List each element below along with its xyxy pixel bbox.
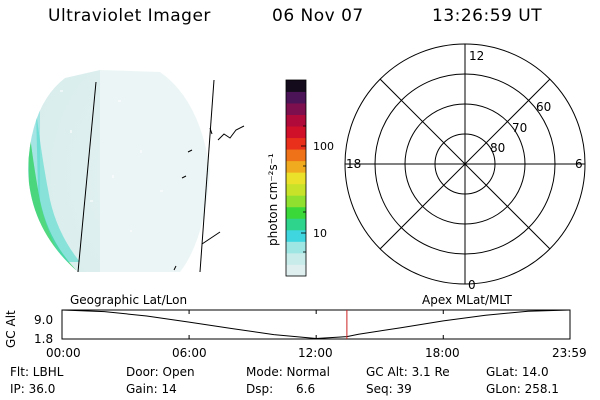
polar-diagonal-2 bbox=[379, 78, 551, 250]
date-label: 06 Nov 07 bbox=[272, 6, 364, 26]
colorbar-segment bbox=[286, 91, 306, 104]
colorbar-segment bbox=[286, 229, 306, 242]
alt-tick-low: 1.8 bbox=[34, 332, 54, 346]
info-door: Door: Open bbox=[126, 365, 195, 379]
x-tick-0600: 06:00 bbox=[172, 346, 207, 360]
x-tick-1200: 12:00 bbox=[298, 346, 333, 360]
x-tick-2359: 23:59 bbox=[552, 346, 587, 360]
terminator-line-left bbox=[77, 81, 97, 273]
info-gc-alt: GC Alt: 3.1 Re bbox=[366, 365, 450, 379]
time-label: 13:26:59 UT bbox=[432, 6, 543, 26]
mlat-label-60: 60 bbox=[536, 100, 551, 114]
info-gain: Gain: 14 bbox=[126, 382, 177, 396]
colorbar-segment bbox=[286, 149, 306, 162]
colorbar-tick-100: 100 bbox=[313, 140, 334, 153]
info-glon: GLon: 258.1 bbox=[486, 382, 559, 396]
altitude-series-line bbox=[61, 309, 571, 340]
info-seq: Seq: 39 bbox=[366, 382, 412, 396]
colorbar-segment bbox=[286, 252, 306, 265]
alt-plot-right-title: Apex MLat/MLT bbox=[422, 293, 512, 307]
mlt-label-12: 12 bbox=[469, 49, 484, 63]
x-tick-1800: 18:00 bbox=[425, 346, 460, 360]
colorbar-segment bbox=[286, 195, 306, 208]
mlt-label-0: 0 bbox=[468, 278, 476, 292]
mlat-label-70: 70 bbox=[512, 121, 527, 135]
colorbar-segment bbox=[286, 80, 306, 92]
colorbar-segment bbox=[286, 114, 306, 127]
instrument-title: Ultraviolet Imager bbox=[48, 6, 211, 26]
x-tick-0000: 00:00 bbox=[46, 346, 81, 360]
info-glat: GLat: 14.0 bbox=[486, 365, 549, 379]
mlt-label-18: 18 bbox=[346, 157, 361, 171]
colorbar-segment bbox=[286, 160, 306, 173]
alt-plot-left-title: Geographic Lat/Lon bbox=[70, 293, 188, 307]
colorbar-tick-10: 10 bbox=[313, 227, 327, 240]
info-flt: Flt: LBHL bbox=[10, 365, 64, 379]
mlat-label-80: 80 bbox=[490, 141, 505, 155]
colorbar-segment bbox=[286, 172, 306, 185]
info-mode: Mode: Normal bbox=[246, 365, 330, 379]
colorbar-segment bbox=[286, 137, 306, 150]
mlt-label-6: 6 bbox=[575, 157, 583, 171]
colorbar-segment bbox=[286, 218, 306, 231]
colorbar-segment bbox=[286, 183, 306, 196]
colorbar-segment bbox=[286, 241, 306, 254]
colorbar-segments bbox=[286, 80, 306, 277]
colorbar-segment bbox=[286, 264, 306, 277]
colorbar-segment bbox=[286, 103, 306, 115]
info-ip: IP: 36.0 bbox=[10, 382, 56, 396]
alt-tick-high: 9.0 bbox=[34, 313, 54, 327]
colorbar-segment bbox=[286, 126, 306, 139]
colorbar-segment bbox=[286, 206, 306, 219]
info-dsp: Dsp: 6.6 bbox=[246, 382, 316, 396]
colorbar-label: photon cm⁻²s⁻¹ bbox=[266, 153, 280, 246]
coastline-outline bbox=[173, 125, 245, 271]
terminator-line-right bbox=[199, 79, 215, 273]
